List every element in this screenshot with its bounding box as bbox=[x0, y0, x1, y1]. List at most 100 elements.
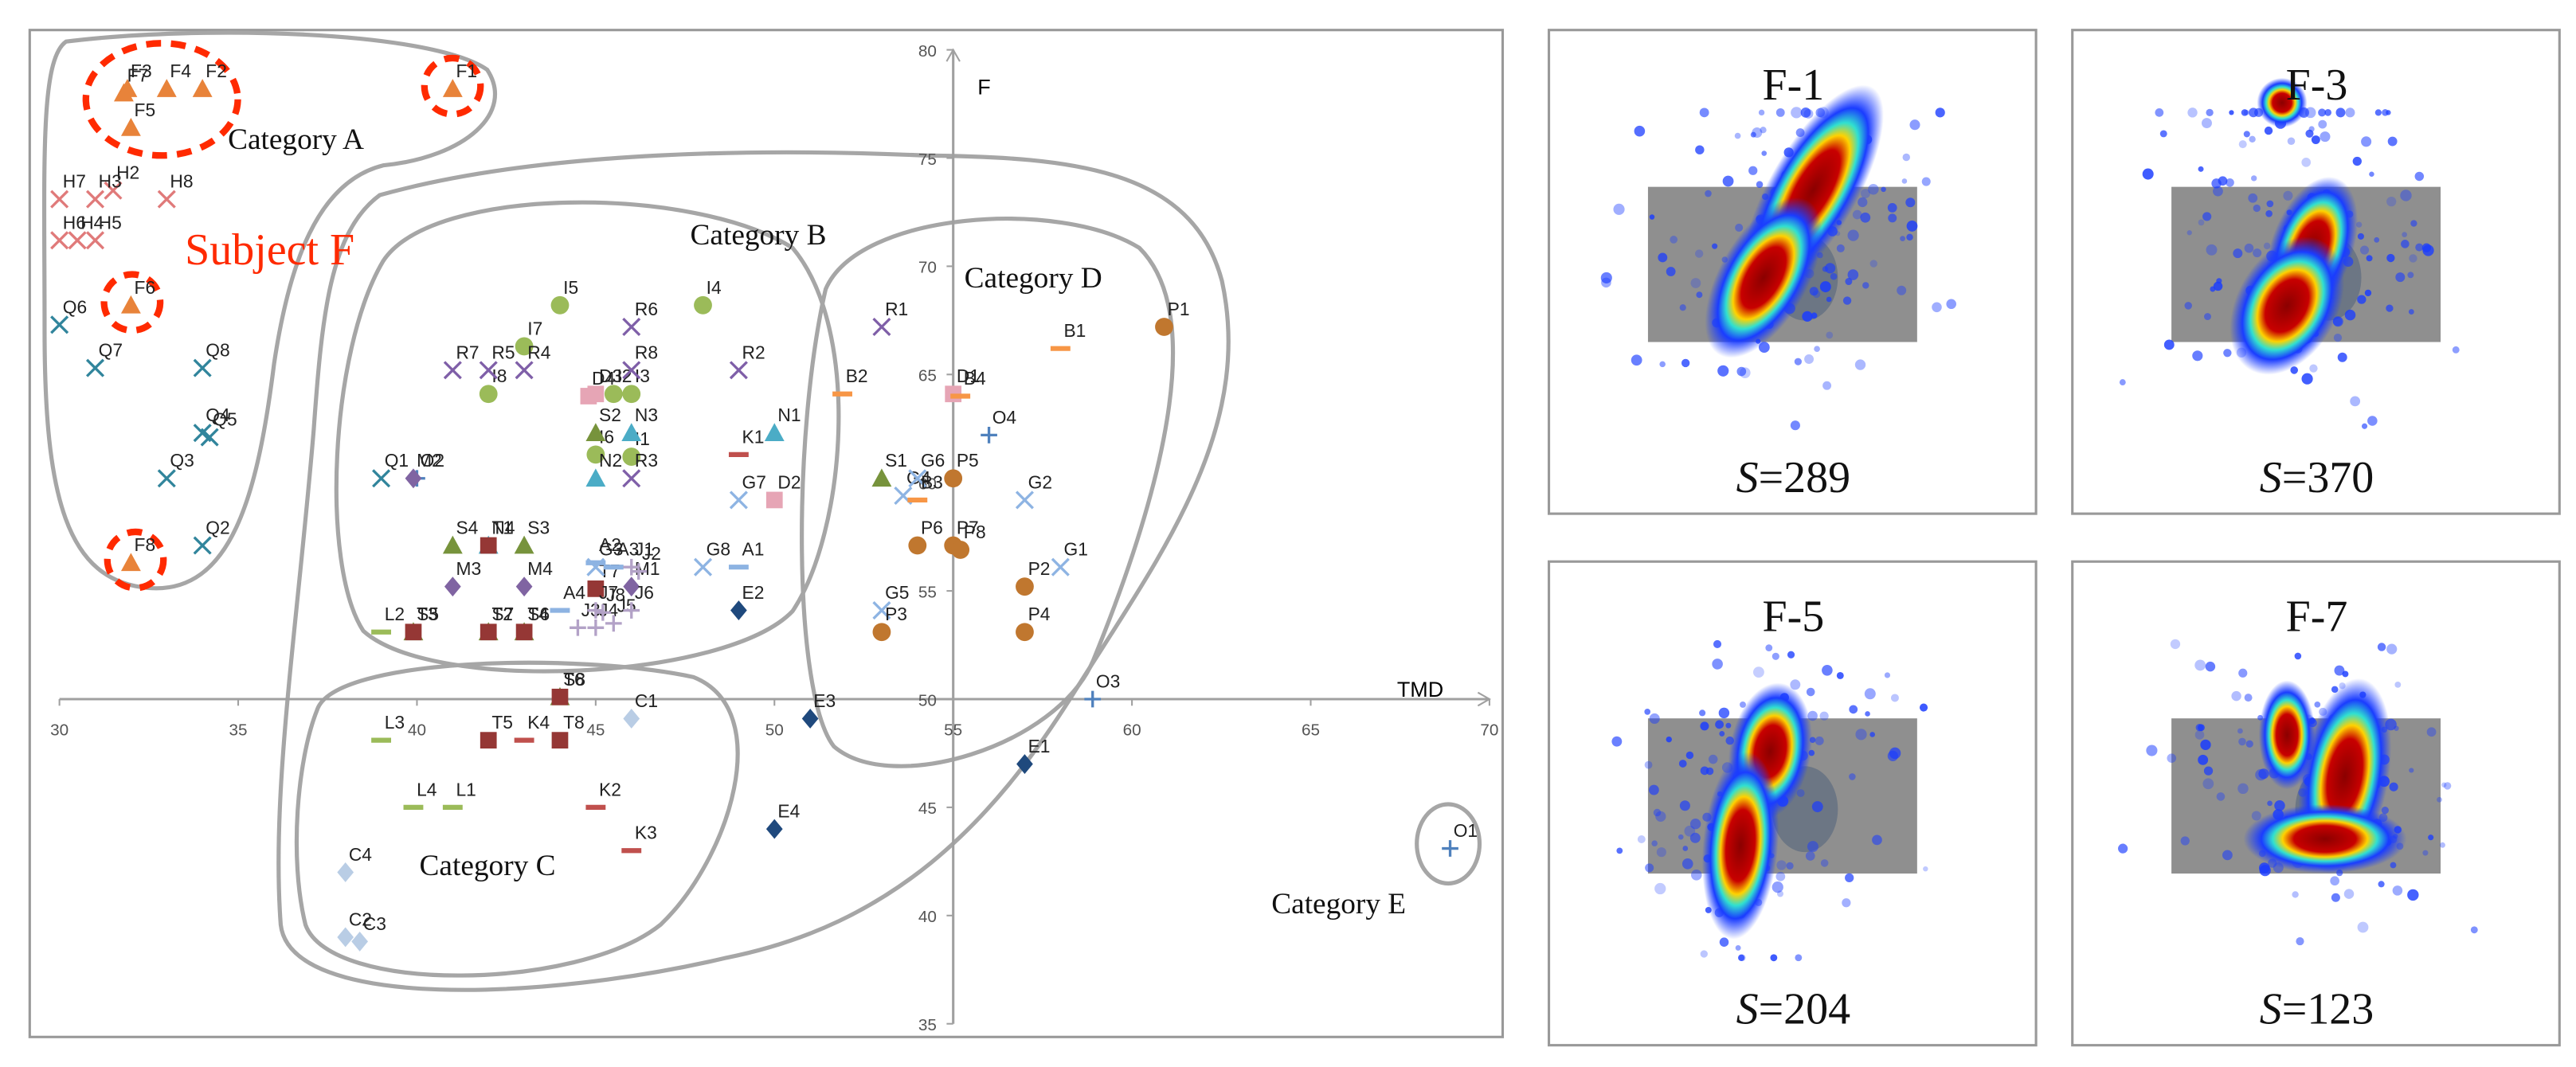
chart-frame bbox=[28, 29, 1505, 1038]
gaze-dot bbox=[2243, 131, 2250, 138]
gaze-dot bbox=[1670, 236, 1678, 244]
point-label: I3 bbox=[635, 365, 650, 386]
category-e-outline bbox=[1415, 802, 1482, 886]
panel-score: S=289 bbox=[1736, 453, 1851, 502]
gaze-dot bbox=[1653, 808, 1662, 817]
gaze-dot bbox=[2422, 244, 2434, 256]
point-label: R8 bbox=[635, 342, 658, 362]
gaze-dot bbox=[1865, 711, 1870, 717]
gaze-dot bbox=[1825, 263, 1836, 274]
gaze-dot bbox=[2324, 109, 2331, 116]
point-label: M4 bbox=[527, 558, 553, 579]
gaze-dot bbox=[1776, 860, 1787, 870]
gaze-dot bbox=[2118, 843, 2128, 854]
point-label: T4 bbox=[527, 604, 549, 624]
gaze-dot bbox=[1807, 841, 1818, 853]
gaze-dot bbox=[1695, 249, 1704, 258]
gaze-dot bbox=[2294, 652, 2302, 660]
point bbox=[120, 117, 141, 136]
gaze-dot bbox=[1685, 751, 1694, 760]
gaze-dot bbox=[1737, 954, 1745, 961]
gaze-dot bbox=[2146, 745, 2158, 756]
gaze-dot bbox=[1858, 197, 1868, 208]
point-label: C2 bbox=[349, 909, 372, 929]
gaze-dot bbox=[1890, 694, 1899, 702]
gaze-dot bbox=[1681, 358, 1690, 368]
heatmap-panel: F-1 S=289 bbox=[1547, 29, 2038, 515]
point-label: I1 bbox=[635, 428, 650, 449]
y-axis-label: F bbox=[977, 76, 990, 100]
point-label: F4 bbox=[170, 61, 191, 81]
gaze-dot bbox=[2167, 753, 2177, 763]
x-tick-label: 40 bbox=[408, 721, 426, 740]
point-label: J5 bbox=[617, 595, 636, 616]
gaze-dot bbox=[1869, 260, 1877, 268]
gaze-dot bbox=[1836, 671, 1844, 679]
gaze-dot bbox=[1611, 736, 1623, 747]
gaze-dot bbox=[2213, 281, 2223, 291]
point-label: G3 bbox=[599, 539, 623, 560]
gaze-dot bbox=[1713, 639, 1722, 648]
point-label: P1 bbox=[1168, 299, 1190, 319]
gaze-dot bbox=[2245, 740, 2253, 748]
gaze-dot bbox=[2357, 295, 2367, 304]
point-label: D1 bbox=[957, 365, 980, 386]
gaze-dot bbox=[1645, 863, 1654, 873]
point bbox=[550, 295, 570, 315]
gaze-dot bbox=[1842, 296, 1852, 305]
gaze-dot bbox=[1802, 311, 1813, 322]
category-b-outline bbox=[334, 200, 841, 674]
point bbox=[120, 553, 141, 572]
highlight bbox=[100, 271, 164, 334]
gaze-dot bbox=[2267, 800, 2273, 807]
point bbox=[515, 337, 534, 356]
point-label: K4 bbox=[527, 712, 550, 733]
gaze-dot bbox=[1679, 304, 1686, 311]
gaze-dot bbox=[1862, 282, 1869, 289]
point-label: T6 bbox=[563, 669, 585, 690]
gaze-dot bbox=[1807, 710, 1818, 721]
category-c-outline bbox=[294, 660, 740, 978]
point bbox=[729, 361, 748, 380]
gaze-dot bbox=[1901, 178, 1908, 184]
gaze-dot bbox=[1803, 109, 1814, 119]
point-label: H7 bbox=[63, 171, 86, 192]
point bbox=[479, 361, 498, 380]
gaze-dot bbox=[1869, 732, 1875, 737]
point-label: R6 bbox=[635, 299, 658, 319]
point-label: O1 bbox=[1454, 820, 1478, 841]
point-label: O4 bbox=[992, 407, 1017, 428]
point-label: E3 bbox=[813, 690, 836, 711]
gaze-dot bbox=[1845, 278, 1853, 286]
point-label: B4 bbox=[964, 368, 986, 389]
gaze-dot bbox=[1872, 834, 1882, 846]
gaze-dot bbox=[1820, 859, 1829, 867]
gaze-dot bbox=[2337, 352, 2347, 362]
gaze-dot bbox=[2244, 694, 2253, 702]
gaze-dot bbox=[2377, 643, 2386, 651]
gaze-dot bbox=[1771, 881, 1783, 893]
point bbox=[1084, 690, 1102, 708]
point bbox=[85, 231, 105, 250]
point bbox=[908, 536, 927, 555]
gaze-dot bbox=[2205, 661, 2216, 672]
gaze-dot bbox=[2301, 157, 2312, 167]
gaze-dot bbox=[1884, 672, 1891, 678]
gaze-dot bbox=[1752, 666, 1764, 678]
gaze-dot bbox=[2390, 862, 2397, 869]
gaze-dot bbox=[1887, 203, 1897, 213]
point-label: H3 bbox=[99, 171, 122, 192]
y-tick-label: 40 bbox=[918, 908, 937, 926]
gaze-dot bbox=[2237, 728, 2243, 734]
gaze-dot bbox=[2401, 240, 2410, 248]
highlight bbox=[421, 54, 484, 118]
point-label: P3 bbox=[885, 604, 907, 624]
gaze-dot bbox=[1771, 652, 1779, 660]
gaze-dot bbox=[2439, 842, 2445, 848]
point-label: O3 bbox=[1096, 670, 1120, 691]
gaze-dot bbox=[1805, 851, 1815, 861]
gaze-dot bbox=[2305, 129, 2314, 138]
point-label: C3 bbox=[363, 913, 386, 934]
gaze-dot bbox=[2350, 396, 2361, 407]
gaze-dot bbox=[1679, 800, 1690, 811]
